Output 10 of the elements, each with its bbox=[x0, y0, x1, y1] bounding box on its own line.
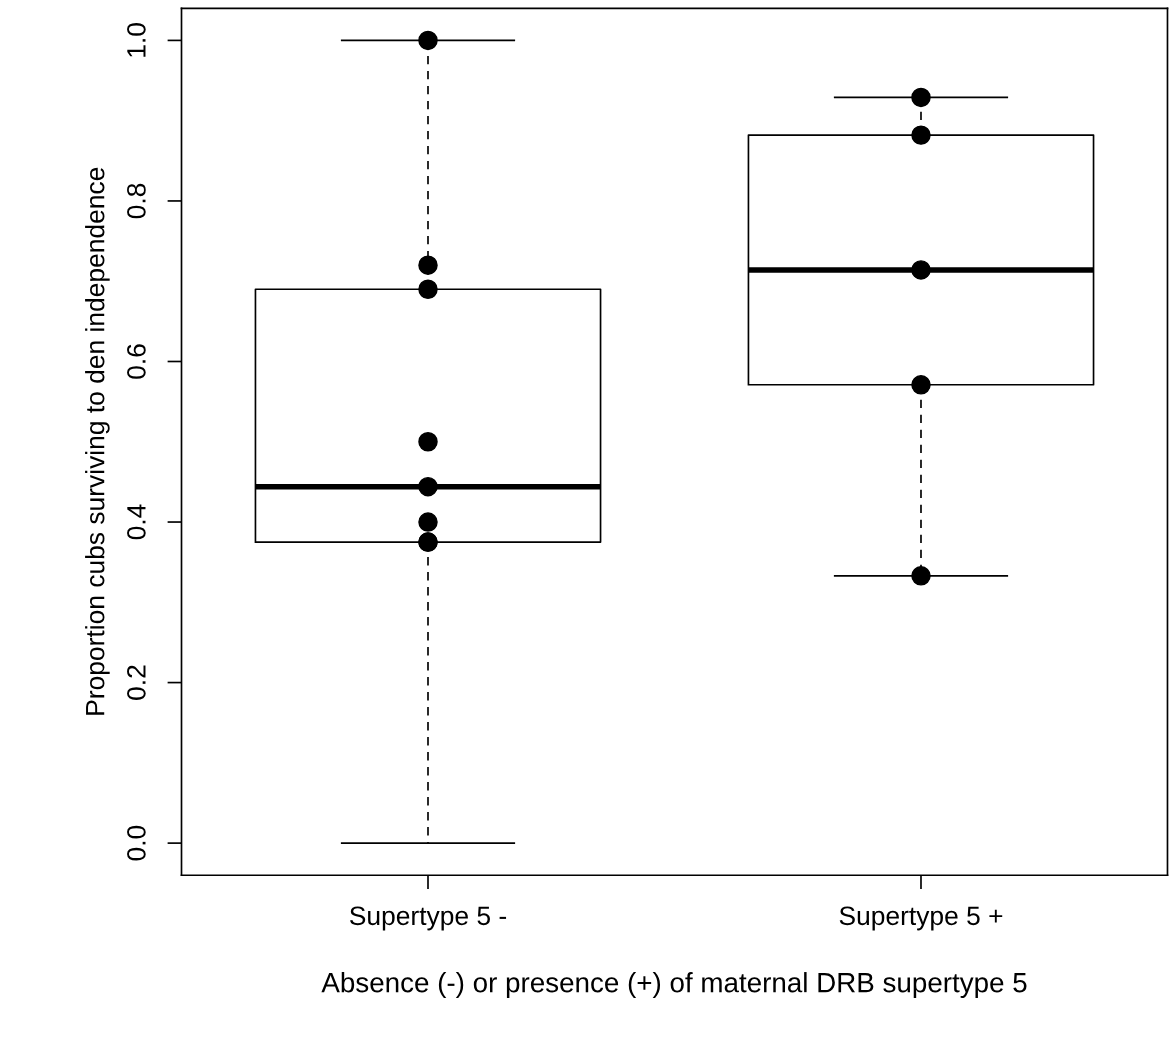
y-tick-label: 0.4 bbox=[127, 504, 146, 540]
y-tick-label: 0.6 bbox=[127, 344, 146, 379]
x-tick-label: Supertype 5 + bbox=[839, 906, 1003, 931]
y-tick-label: 0.2 bbox=[127, 665, 146, 700]
y-tick-label: 0.0 bbox=[127, 825, 146, 861]
x-axis-title: Absence (-) or presence (+) of maternal DRB supertype 5 bbox=[321, 972, 1027, 998]
y-axis-title: Proportion cubs surviving to den independence bbox=[85, 167, 110, 715]
y-tick-label: 1.0 bbox=[127, 23, 146, 57]
x-tick-label: Supertype 5 - bbox=[349, 906, 507, 931]
y-tick-label: 0.8 bbox=[127, 183, 146, 219]
